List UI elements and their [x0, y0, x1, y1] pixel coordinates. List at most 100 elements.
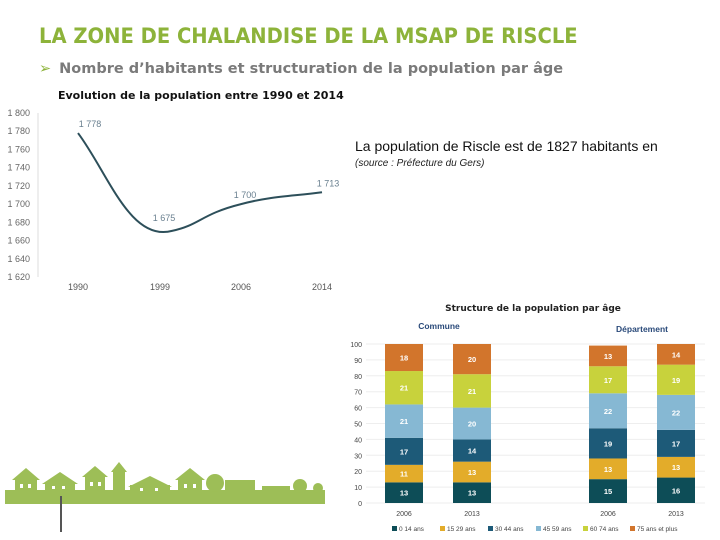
- y-tick-label: 70: [354, 390, 362, 397]
- bar-segment: [657, 364, 695, 395]
- population-line: [77, 132, 323, 234]
- y-tick-label: 60: [354, 406, 362, 413]
- y-tick-label: 1 680: [7, 217, 30, 227]
- village-illustration: [5, 462, 325, 532]
- population-info: La population de Riscle est de 1827 habi…: [355, 138, 658, 154]
- bar-value-label: 17: [604, 376, 612, 385]
- y-tick-label: 1 740: [7, 163, 30, 173]
- y-tick-label: 100: [350, 342, 362, 349]
- y-tick-label: 50: [354, 422, 362, 429]
- legend-label: 30 44 ans: [495, 526, 524, 533]
- y-tick-label: 1 640: [7, 254, 30, 264]
- bar-value-label: 13: [604, 465, 612, 474]
- legend-swatch: [488, 526, 493, 531]
- bar-value-label: 19: [604, 439, 612, 448]
- y-tick-label: 1 780: [7, 126, 30, 136]
- arrow-bullet-icon: ➢: [39, 61, 52, 77]
- bar-segment: [657, 429, 695, 457]
- subtitle-text: Nombre d’habitants et structuration de l…: [59, 61, 564, 77]
- legend-swatch: [583, 526, 588, 531]
- bar-value-label: 21: [468, 387, 476, 396]
- bar-value-label: 18: [400, 354, 408, 363]
- y-tick-label: 90: [354, 358, 362, 365]
- y-tick-label: 1 620: [7, 272, 30, 282]
- bar-segment: [589, 428, 627, 459]
- y-tick-label: 20: [354, 469, 362, 476]
- bar-segment: [385, 464, 423, 483]
- legend-swatch: [630, 526, 635, 531]
- y-tick-label: 1 720: [7, 181, 30, 191]
- x-tick-label: 2006: [396, 511, 412, 518]
- x-tick-label: 2013: [464, 511, 480, 518]
- y-tick-label: 1 800: [7, 108, 30, 118]
- population-line-chart: Evolution de la population entre 1990 et…: [7, 89, 344, 292]
- section-subtitle: ➢ Nombre d’habitants et structuration de …: [39, 61, 563, 77]
- y-tick-label: 10: [354, 485, 362, 492]
- bar-segment: [453, 461, 491, 483]
- bar-segment: [589, 393, 627, 429]
- bar-value-label: 14: [468, 447, 477, 456]
- bar-segment: [453, 439, 491, 462]
- x-tick-label: 2006: [231, 282, 251, 292]
- group-label: Commune: [418, 321, 460, 331]
- bar-value-label: 20: [468, 420, 476, 429]
- legend-swatch: [440, 526, 445, 531]
- bar-segment: [657, 477, 695, 503]
- bar-value-label: 20: [468, 355, 476, 364]
- bar-segment: [589, 479, 627, 503]
- bar-value-label: 11: [400, 470, 408, 479]
- legend-label: 45 59 ans: [543, 526, 572, 533]
- legend-swatch: [536, 526, 541, 531]
- bar-value-label: 21: [400, 384, 408, 393]
- bar-segment: [385, 437, 423, 465]
- bar-value-label: 17: [672, 439, 680, 448]
- bar-segment: [589, 345, 627, 367]
- data-label: 1 700: [234, 190, 257, 200]
- bar-segment: [385, 344, 423, 372]
- line-chart-title: Evolution de la population entre 1990 et…: [58, 89, 344, 102]
- bar-value-label: 13: [672, 463, 680, 472]
- bar-segment: [453, 344, 491, 375]
- bar-segment: [657, 456, 695, 478]
- bar-value-label: 13: [468, 468, 476, 477]
- bar-segment: [453, 482, 491, 503]
- bar-value-label: 13: [468, 489, 476, 498]
- bar-segment: [657, 344, 695, 365]
- y-tick-label: 40: [354, 437, 362, 444]
- bar-segment: [589, 366, 627, 394]
- legend-label: 15 29 ans: [447, 526, 476, 533]
- x-tick-label: 2013: [668, 511, 684, 518]
- bar-segment: [385, 404, 423, 438]
- bar-segment: [657, 394, 695, 430]
- legend-swatch: [392, 526, 397, 531]
- x-tick-label: 2014: [312, 282, 332, 292]
- y-tick-label: 80: [354, 374, 362, 381]
- bar-value-label: 21: [400, 417, 408, 426]
- page-title: LA ZONE DE CHALANDISE DE LA MSAP DE RISC…: [39, 24, 578, 48]
- legend-label: 0 14 ans: [399, 526, 425, 533]
- y-tick-label: 1 700: [7, 199, 30, 209]
- y-tick-label: 0: [358, 501, 362, 508]
- y-tick-label: 1 760: [7, 144, 30, 154]
- x-tick-label: 1990: [68, 282, 88, 292]
- bar-value-label: 14: [672, 350, 681, 359]
- y-tick-label: 1 660: [7, 236, 30, 246]
- source-note: (source : Préfecture du Gers): [355, 158, 485, 169]
- bar-value-label: 13: [400, 489, 408, 498]
- bar-segment: [453, 374, 491, 408]
- legend-label: 75 ans et plus: [637, 526, 678, 533]
- x-tick-label: 1999: [150, 282, 170, 292]
- y-tick-label: 30: [354, 453, 362, 460]
- bar-segment: [385, 482, 423, 503]
- data-label: 1 778: [79, 119, 102, 129]
- bar-value-label: 22: [604, 407, 612, 416]
- bar-value-label: 19: [672, 376, 680, 385]
- data-label: 1 713: [317, 178, 340, 188]
- bar-segment: [385, 371, 423, 405]
- bar-value-label: 17: [400, 447, 408, 456]
- bar-segment: [589, 458, 627, 480]
- bar-segment: [453, 407, 491, 440]
- legend-label: 60 74 ans: [590, 526, 619, 533]
- data-label: 1 675: [153, 213, 176, 223]
